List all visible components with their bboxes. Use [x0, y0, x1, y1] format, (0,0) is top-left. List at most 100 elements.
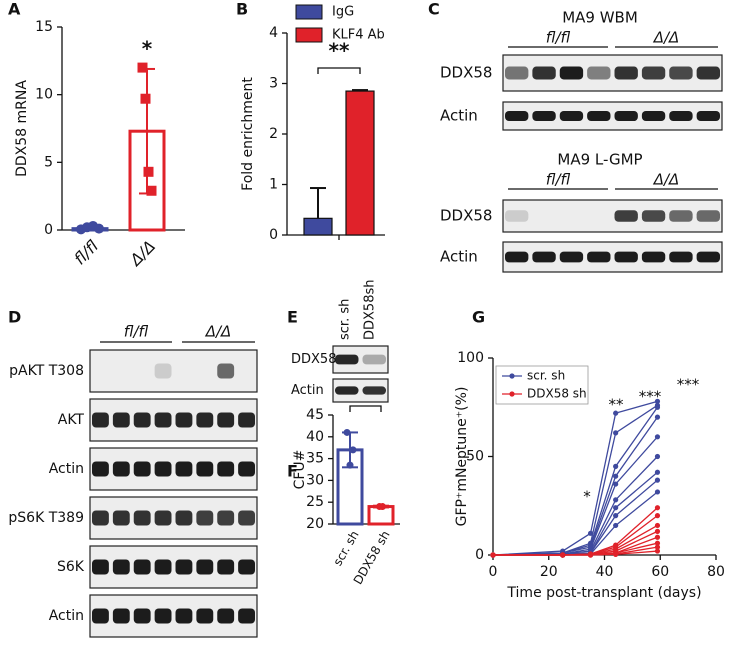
y-tick-label: 3: [269, 76, 278, 92]
band: [92, 608, 109, 624]
legend-swatch: [295, 27, 323, 43]
band: [641, 210, 666, 222]
data-point: [654, 398, 661, 404]
lane-label: DDX58sh: [363, 280, 378, 340]
band: [696, 66, 720, 80]
row-label: DDX58: [440, 64, 492, 82]
x-tick-label: 20: [540, 564, 558, 580]
band: [669, 251, 693, 263]
y-tick-label: 50: [466, 449, 484, 465]
data-point: [94, 223, 104, 234]
row-label: Actin: [440, 107, 478, 125]
band: [196, 608, 214, 624]
row-label: Actin: [440, 248, 478, 266]
y-tick-label: 10: [35, 87, 53, 103]
band: [112, 608, 130, 624]
y-tick-label: 0: [44, 222, 53, 238]
data-point: [654, 544, 661, 550]
data-point: [137, 62, 148, 73]
data-point: [654, 434, 661, 440]
row-label: Actin: [49, 461, 84, 477]
band: [238, 412, 255, 428]
band: [696, 210, 720, 222]
band: [175, 412, 193, 428]
band: [238, 559, 255, 575]
band: [217, 461, 235, 477]
legend-label: IgG: [332, 5, 354, 20]
data-point: [654, 414, 661, 420]
significance-bracket: [349, 405, 382, 412]
y-tick-label: 0: [475, 547, 484, 563]
band: [641, 251, 666, 263]
blot-title: MA9 L-GMP: [557, 151, 642, 169]
band: [587, 66, 611, 80]
error-bar: [310, 187, 326, 219]
legend-label: DDX58 sh: [527, 387, 587, 401]
band: [559, 66, 584, 80]
x-tick-label: 60: [651, 564, 669, 580]
band: [505, 66, 529, 80]
band: [196, 559, 214, 575]
band: [217, 608, 235, 624]
data-point: [140, 93, 151, 104]
band: [112, 559, 130, 575]
row-label: Actin: [49, 608, 84, 624]
data-point: [654, 528, 661, 534]
data-point: [613, 497, 619, 503]
data-point: [654, 469, 661, 475]
y-tick-label: 100: [457, 350, 484, 366]
band: [641, 66, 666, 80]
data-point: [560, 552, 566, 558]
band: [587, 251, 611, 263]
band: [238, 608, 255, 624]
data-point: [613, 513, 619, 519]
significance: *: [142, 37, 153, 61]
band: [362, 386, 386, 395]
significance: ***: [677, 376, 700, 394]
band: [112, 510, 130, 526]
x-axis-label: Time post-transplant (days): [506, 585, 701, 601]
band: [614, 251, 638, 263]
band: [175, 608, 193, 624]
blot-title: MA9 WBM: [562, 9, 638, 27]
band: [217, 412, 235, 428]
significance: **: [609, 396, 625, 414]
y-tick-label: 2: [269, 126, 278, 142]
data-point: [613, 551, 619, 558]
y-tick-label: 40: [306, 429, 324, 445]
group-label: fl/fl: [546, 29, 571, 47]
band: [217, 559, 235, 575]
y-tick-label: 4: [269, 25, 278, 41]
band: [335, 354, 359, 365]
data-point: [613, 430, 619, 436]
band: [559, 251, 584, 263]
band: [196, 510, 214, 526]
data-point: [654, 548, 661, 554]
y-axis-label: Fold enrichment: [240, 77, 256, 191]
significance: *: [583, 488, 591, 506]
y-tick-label: 35: [306, 451, 324, 467]
band: [154, 363, 172, 379]
row-label: Actin: [291, 383, 324, 398]
error-bar: [352, 89, 368, 92]
data-point: [490, 552, 496, 558]
legend-label: KLF4 Ab: [332, 28, 385, 43]
band: [92, 412, 109, 428]
y-tick-label: 1: [269, 177, 278, 193]
significance: **: [329, 39, 350, 63]
group-label: Δ/Δ: [653, 171, 680, 189]
band: [92, 510, 109, 526]
y-tick-label: 45: [306, 407, 324, 423]
band: [587, 110, 611, 122]
band: [92, 461, 109, 477]
data-point: [654, 513, 661, 519]
band: [238, 461, 255, 477]
band: [362, 354, 386, 365]
band: [92, 559, 109, 575]
band: [238, 510, 255, 526]
data-point: [613, 481, 619, 487]
band: [669, 110, 693, 122]
band: [505, 210, 529, 222]
band: [175, 461, 193, 477]
band: [505, 110, 529, 122]
